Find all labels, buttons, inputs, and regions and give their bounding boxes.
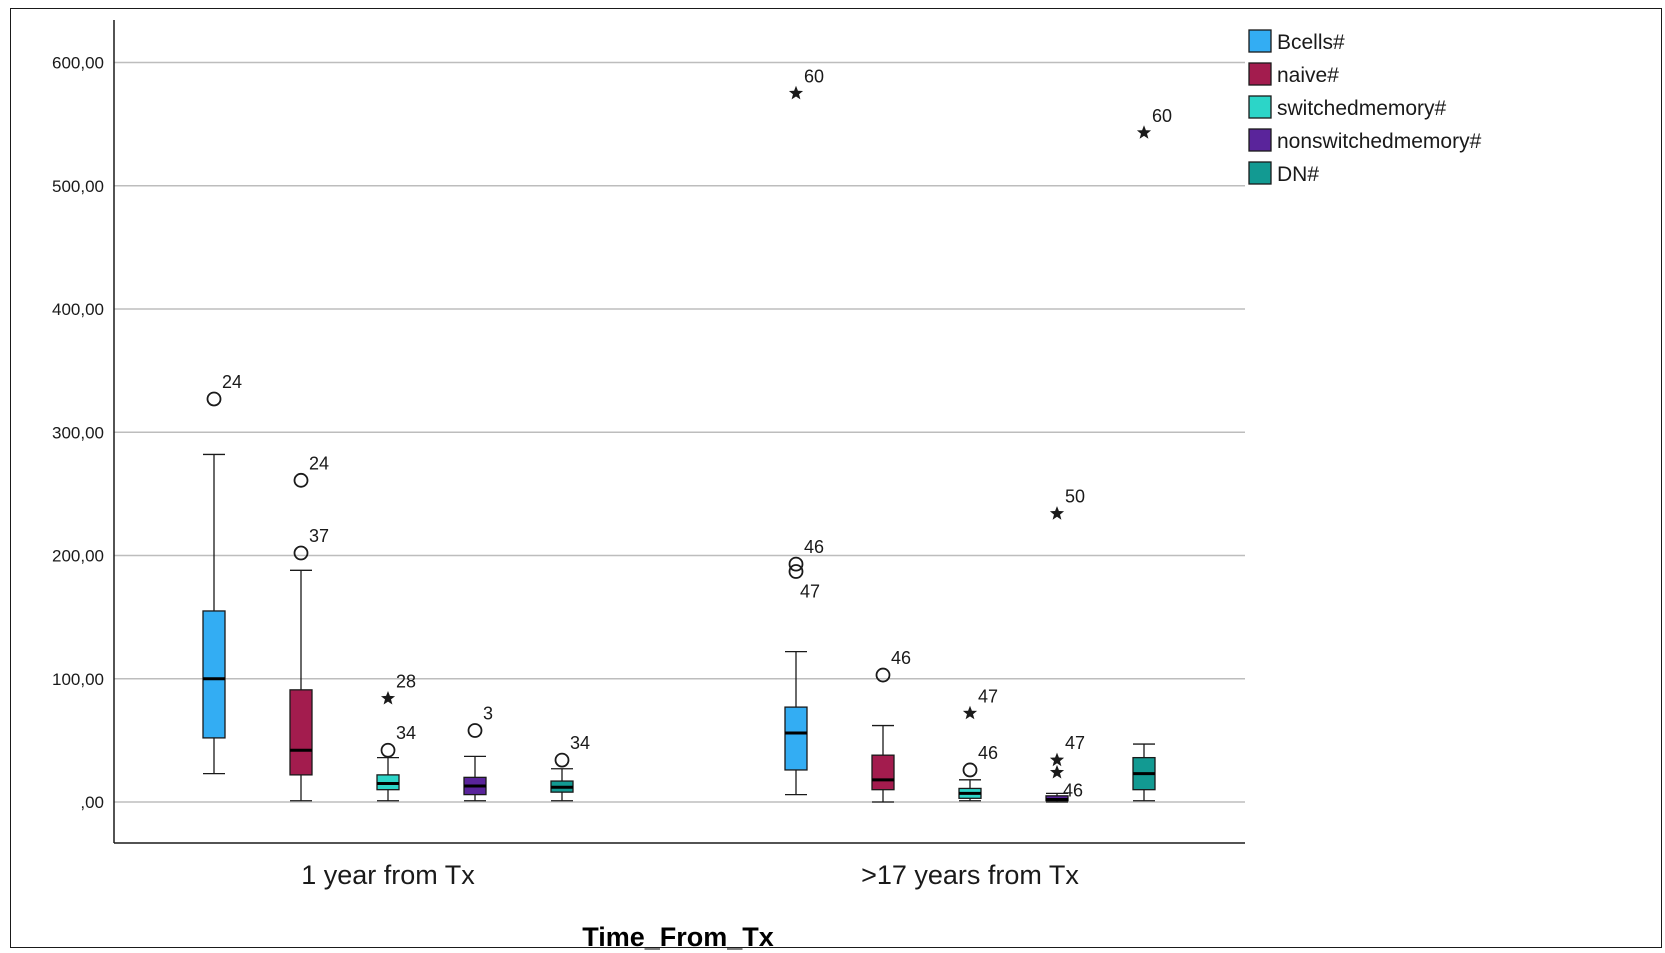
y-tick-label-5: 500,00 [52, 177, 104, 196]
legend: Bcells# naive# switchedmemory# nonswitchedm… [1248, 29, 1482, 186]
legend-swatch-4 [1248, 161, 1272, 185]
legend-swatch-3 [1248, 128, 1272, 152]
y-tick-label-4: 400,00 [52, 300, 104, 319]
outlier-label-0: 24 [309, 453, 329, 473]
box-iqr [202, 610, 226, 739]
outlier-star-2 [788, 85, 804, 100]
box-DN-0: 34 [550, 733, 590, 802]
outlier-label-0: 46 [1063, 780, 1083, 800]
outlier-label-1: 37 [309, 526, 329, 546]
x-category-labels: 1 year from Tx >17 years from Tx [301, 860, 1079, 890]
outlier-label-2: 50 [1065, 487, 1085, 507]
outlier-star-1 [962, 705, 978, 720]
outlier-label-0: 60 [1152, 106, 1172, 126]
box-nonswitchedmemory-0: 3 [463, 704, 493, 802]
outlier-label-1: 47 [800, 582, 820, 602]
outlier-circle-1 [788, 564, 804, 579]
y-tick-label-3: 300,00 [52, 423, 104, 442]
y-tick-label-6: 600,00 [52, 54, 104, 73]
legend-label-4: DN# [1277, 163, 1319, 186]
outlier-label-1: 47 [1065, 733, 1085, 753]
outlier-circle-0 [554, 752, 570, 768]
outlier-label-0: 46 [891, 648, 911, 668]
legend-swatch-0 [1248, 29, 1272, 53]
y-tick-labels: ,00 100,00 200,00 300,00 400,00 500,00 600,00 [52, 54, 104, 813]
y-tick-label-0: ,00 [80, 793, 104, 812]
legend-swatch-2 [1248, 95, 1272, 119]
outlier-star-1 [1049, 752, 1065, 767]
box-Bcells-1: 46 47 60 [784, 66, 824, 796]
legend-label-3: nonswitchedmemory# [1277, 130, 1482, 153]
outlier-circle-0 [293, 472, 309, 488]
box-switchedmemory-0: 34 28 [376, 671, 416, 802]
outlier-label-0: 34 [396, 723, 416, 743]
outlier-label-0: 3 [483, 704, 493, 724]
chart-frame [10, 8, 1662, 948]
outlier-label-0: 46 [804, 537, 824, 557]
outlier-circle-0 [206, 391, 222, 407]
legend-swatch-1 [1248, 62, 1272, 86]
box-naive-0: 24 37 [289, 453, 329, 802]
outlier-label-2: 60 [804, 66, 824, 86]
legend-label-1: naive# [1277, 64, 1339, 87]
outlier-star-2 [1049, 506, 1065, 520]
box-switchedmemory-1: 46 47 [958, 686, 998, 802]
axes [113, 20, 1245, 844]
x-axis-title: Time_From_Tx [582, 922, 774, 952]
boxes: 24 46 47 60 24 37 46 34 28 46 47 3 46 47 50 34 60 [202, 66, 1172, 803]
outlier-star-0 [1136, 125, 1152, 139]
outlier-label-0: 24 [222, 372, 242, 392]
outlier-circle-0 [467, 723, 483, 738]
legend-label-2: switchedmemory# [1277, 97, 1447, 120]
box-nonswitchedmemory-1: 46 47 50 [1045, 487, 1085, 803]
box-iqr [784, 706, 808, 771]
legend-label-0: Bcells# [1277, 31, 1345, 54]
outlier-circle-1 [293, 545, 309, 561]
grid-lines [114, 61, 1245, 803]
box-iqr [871, 754, 895, 791]
outlier-circle-0 [380, 742, 396, 758]
outlier-label-0: 46 [978, 743, 998, 763]
outlier-circle-0 [962, 762, 978, 778]
y-tick-label-2: 200,00 [52, 547, 104, 566]
y-tick-label-1: 100,00 [52, 670, 104, 689]
outlier-label-1: 28 [396, 671, 416, 691]
outlier-circle-0 [875, 667, 891, 683]
box-DN-1: 60 [1132, 106, 1172, 802]
x-category-label-1: >17 years from Tx [861, 860, 1079, 890]
outlier-star-1 [380, 691, 396, 705]
box-Bcells-0: 24 [202, 372, 242, 775]
outlier-circle-0 [788, 556, 804, 572]
box-naive-1: 46 [871, 648, 911, 803]
outlier-label-0: 34 [570, 733, 590, 753]
outlier-star-0 [1049, 764, 1065, 779]
box-iqr [289, 689, 313, 776]
x-category-label-0: 1 year from Tx [301, 860, 475, 890]
outlier-label-1: 47 [978, 686, 998, 706]
